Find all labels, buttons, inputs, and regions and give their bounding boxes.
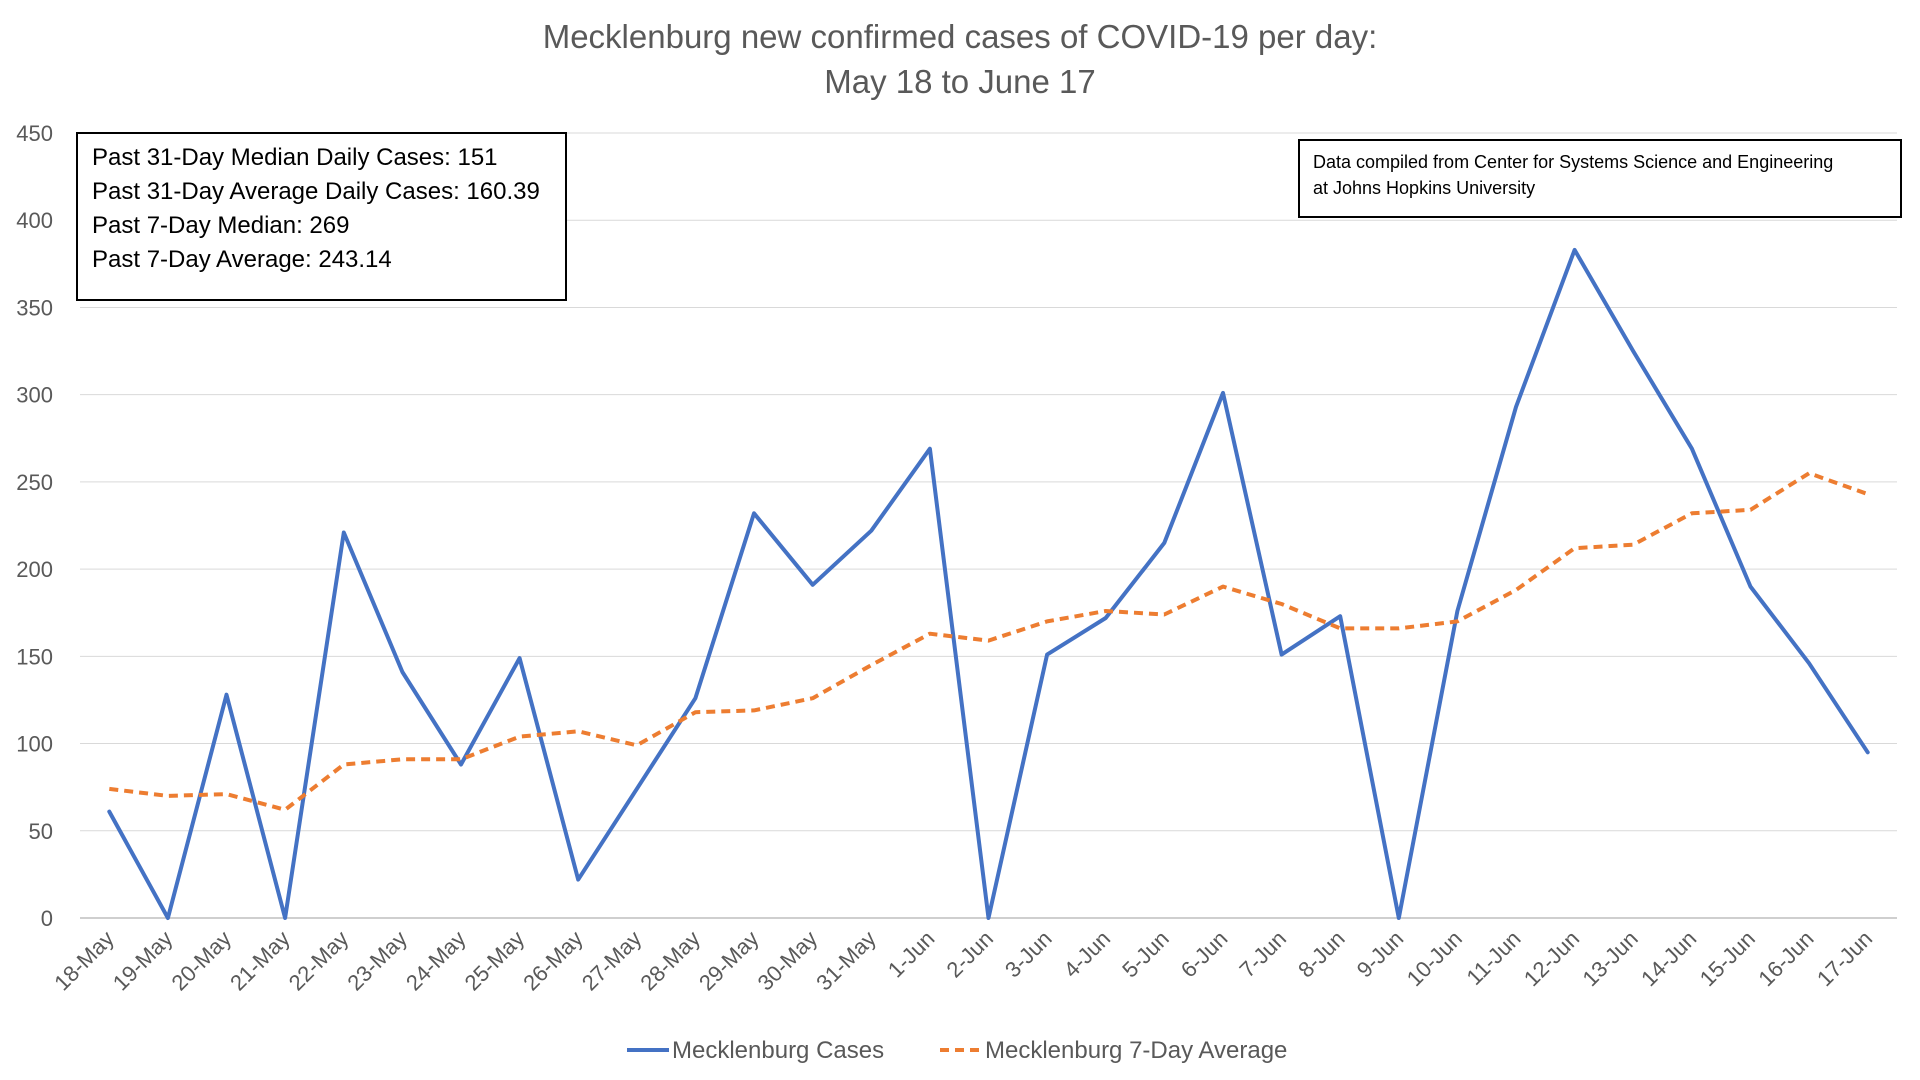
x-tick-label: 13-Jun	[1578, 926, 1643, 991]
stat-7-day-average: Past 7-Day Average: 243.14	[92, 246, 392, 273]
x-tick-label: 6-Jun	[1176, 926, 1233, 983]
x-tick-label: 9-Jun	[1352, 926, 1409, 983]
y-tick-label: 200	[16, 557, 53, 582]
x-tick-label: 26-May	[518, 926, 588, 996]
source-note-line-2: at Johns Hopkins University	[1313, 178, 1535, 198]
x-tick-label: 23-May	[342, 926, 412, 996]
source-note-frame	[1298, 139, 1902, 218]
x-tick-label: 16-Jun	[1753, 926, 1818, 991]
y-tick-label: 100	[16, 732, 53, 757]
x-tick-label: 3-Jun	[1000, 926, 1057, 983]
series-lines	[107, 247, 1870, 920]
x-tick-label: 25-May	[460, 926, 530, 996]
x-tick-label: 17-Jun	[1812, 926, 1877, 991]
x-tick-label: 18-May	[49, 926, 119, 996]
x-tick-label: 31-May	[811, 926, 881, 996]
x-tick-label: 12-Jun	[1519, 926, 1584, 991]
y-tick-label: 400	[16, 208, 53, 233]
source-note: Data compiled from Center for Systems Sc…	[1298, 139, 1902, 218]
y-tick-label: 250	[16, 470, 53, 495]
x-tick-label: 27-May	[577, 926, 647, 996]
x-tick-label: 10-Jun	[1402, 926, 1467, 991]
y-tick-label: 50	[29, 819, 53, 844]
x-tick-label: 8-Jun	[1293, 926, 1350, 983]
series-line-7-day-average	[109, 471, 1869, 812]
y-tick-label: 0	[41, 906, 53, 931]
x-tick-label: 24-May	[401, 926, 471, 996]
source-note-line-1: Data compiled from Center for Systems Sc…	[1313, 152, 1833, 172]
y-tick-label: 450	[16, 121, 53, 146]
chart-title: Mecklenburg new confirmed cases of COVID…	[543, 18, 1378, 55]
x-tick-label: 11-Jun	[1461, 926, 1525, 990]
x-tick-label: 22-May	[284, 926, 354, 996]
gridlines	[80, 132, 1897, 919]
x-tick-label: 20-May	[167, 926, 237, 996]
legend: Mecklenburg Cases Mecklenburg 7-Day Aver…	[627, 1037, 1287, 1064]
x-tick-label: 2-Jun	[941, 926, 998, 983]
stat-31-day-average: Past 31-Day Average Daily Cases: 160.39	[92, 178, 540, 205]
x-tick-label: 15-Jun	[1695, 926, 1760, 991]
stat-31-day-median: Past 31-Day Median Daily Cases: 151	[92, 144, 498, 171]
legend-label-cases: Mecklenburg Cases	[672, 1037, 884, 1064]
x-tick-label: 5-Jun	[1117, 926, 1174, 983]
chart-subtitle: May 18 to June 17	[824, 63, 1096, 100]
series-line-cases	[107, 247, 1870, 920]
x-tick-label: 28-May	[635, 926, 705, 996]
stats-box-frame	[76, 132, 567, 301]
y-tick-label: 300	[16, 383, 53, 408]
y-tick-label: 150	[16, 644, 53, 669]
x-tick-label: 19-May	[108, 926, 178, 996]
x-tick-label: 21-May	[225, 926, 295, 996]
x-tick-label: 1-Jun	[883, 926, 940, 983]
x-tick-label: 7-Jun	[1234, 926, 1291, 983]
y-axis-ticks: 0 50 100 150 200 250 300 350 400 450	[16, 121, 53, 931]
x-tick-label: 29-May	[694, 926, 764, 996]
x-tick-label: 4-Jun	[1059, 926, 1116, 983]
y-tick-label: 350	[16, 295, 53, 320]
legend-label-average: Mecklenburg 7-Day Average	[985, 1037, 1287, 1064]
stats-box: Past 31-Day Median Daily Cases: 151 Past…	[76, 132, 567, 301]
stat-7-day-median: Past 7-Day Median: 269	[92, 212, 349, 239]
x-axis-ticks: 18-May19-May20-May21-May22-May23-May24-M…	[49, 926, 1877, 996]
x-tick-label: 14-Jun	[1636, 926, 1701, 991]
x-tick-label: 30-May	[753, 926, 823, 996]
